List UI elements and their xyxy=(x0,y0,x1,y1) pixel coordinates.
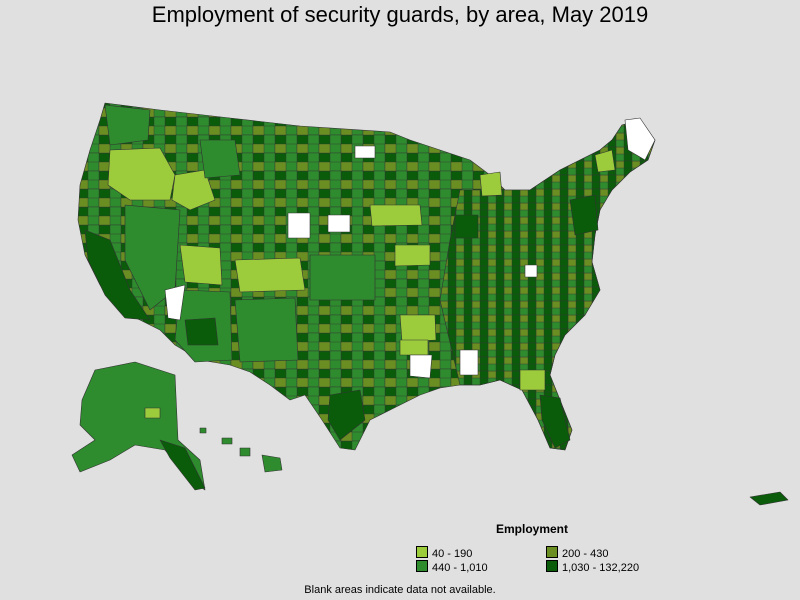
legend-swatch xyxy=(546,560,558,572)
legend-item-1030-132220: 1,030 - 132,220 xyxy=(546,560,639,574)
region-medium-wa xyxy=(104,104,151,146)
region-light-ms xyxy=(399,339,429,356)
no-data-mt xyxy=(354,145,376,159)
region-dark-phx xyxy=(184,317,219,346)
region-dark-tx xyxy=(327,389,366,441)
no-data-ky xyxy=(524,264,538,278)
no-data-me xyxy=(624,117,656,161)
page-title: Employment of security guards, by area, … xyxy=(151,2,649,27)
hawaii xyxy=(199,427,283,473)
region-medium-nm xyxy=(234,297,299,363)
region-medium-ks xyxy=(309,254,376,301)
region-light-mi xyxy=(479,171,503,197)
alaska-panhandle xyxy=(159,439,206,491)
no-data-nv xyxy=(164,284,186,321)
legend-swatch xyxy=(416,560,428,572)
region-dark-fl xyxy=(539,394,571,449)
legend-item-40-190: 40 - 190 xyxy=(416,546,472,560)
legend-label: 200 - 430 xyxy=(562,548,609,560)
region-medium-nv xyxy=(124,204,181,311)
legend-title: Employment xyxy=(496,522,569,536)
legend-swatch xyxy=(546,546,558,558)
eastern-region xyxy=(439,119,656,451)
region-light-me xyxy=(594,149,616,173)
region-light-co xyxy=(234,257,306,293)
region-light-mn xyxy=(369,204,423,227)
region-dark-ca xyxy=(84,229,151,321)
region-light-ar xyxy=(399,314,437,343)
region-dark-chi xyxy=(454,214,479,239)
region-dark-ne xyxy=(569,194,599,236)
region-light-ga xyxy=(519,369,546,391)
no-data-sd xyxy=(327,214,351,233)
legend-swatch xyxy=(416,546,428,558)
no-data-ms xyxy=(409,354,433,379)
region-light-nw xyxy=(107,147,176,201)
legend-item-200-430: 200 - 430 xyxy=(546,546,608,560)
alaska-light xyxy=(144,407,161,419)
region-light-ut xyxy=(179,244,223,286)
region-medium-mt xyxy=(199,139,241,179)
legend-label: 440 - 1,010 xyxy=(432,562,488,574)
footnote: Blank areas indicate data not available. xyxy=(304,584,496,596)
region-light-id xyxy=(171,169,216,211)
legend-item-440-1010: 440 - 1,010 xyxy=(416,560,488,574)
legend: Employment 40 - 190 200 - 430 440 - 1,01… xyxy=(410,518,710,578)
legend-label: 40 - 190 xyxy=(432,548,473,560)
legend-label: 1,030 - 132,220 xyxy=(562,562,640,574)
no-data-al xyxy=(459,349,479,376)
puerto-rico xyxy=(749,491,789,506)
no-data-wy xyxy=(287,212,311,239)
region-light-ia xyxy=(394,244,431,267)
